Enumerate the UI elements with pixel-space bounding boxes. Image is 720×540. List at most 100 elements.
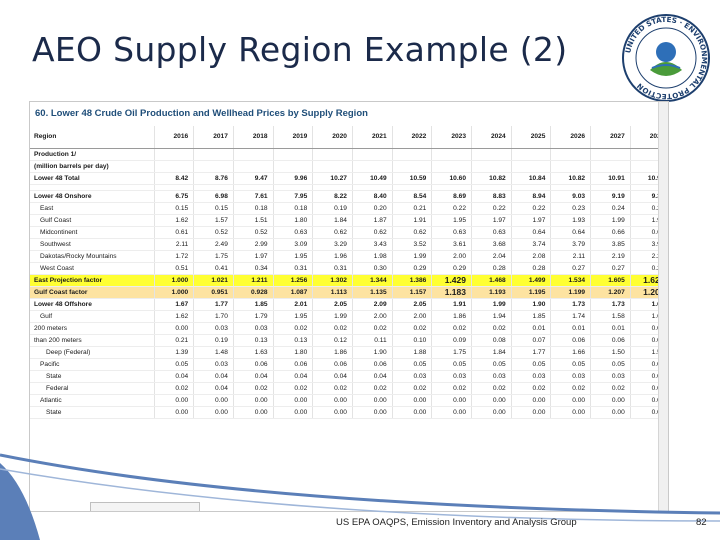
table-cell [590, 148, 631, 161]
table-row: Gulf 1.62 1.70 1.79 1.95 1.99 2.00 2.00 1.86 1.94… [30, 310, 668, 323]
row-label: 200 meters [30, 322, 155, 335]
table-cell: 0.951 [193, 286, 234, 299]
table-cell [630, 184, 668, 191]
column-header-year: 2026 [550, 126, 592, 149]
table-cell: 10.82 [471, 172, 512, 185]
table-cell: 0.04 [193, 382, 234, 395]
table-cell: 0.05 [392, 358, 433, 371]
table-cell: 1.90 [511, 298, 552, 311]
page-number: 82 [696, 517, 707, 528]
table-row: Gulf Coast factor 1.000 0.951 0.928 1.087 1.1… [30, 286, 668, 299]
table-cell: 1.605 [590, 274, 631, 287]
column-header-year: 2018 [233, 126, 274, 149]
table-cell: 0.21 [392, 202, 433, 215]
table-cell: 0.05 [590, 358, 631, 371]
table-cell: 3.09 [273, 238, 314, 251]
table-cell: 0.00 [154, 406, 195, 419]
table-cell: 1.73 [590, 298, 631, 311]
table-cell: 0.00 [431, 406, 472, 419]
table-cell: 0.22 [511, 202, 552, 215]
table-cell [590, 160, 631, 173]
table-cell: 0.06 [550, 334, 592, 347]
table-cell: 0.03 [193, 322, 234, 335]
table-cell: 0.64 [550, 226, 592, 239]
table-cell: 0.31 [273, 262, 314, 275]
row-label: State [30, 406, 155, 419]
table-cell: 0.18 [273, 202, 314, 215]
table-cell: 1.79 [233, 310, 274, 323]
table-cell [193, 148, 234, 161]
table-cell: 0.19 [193, 334, 234, 347]
table-cell: 0.02 [154, 382, 195, 395]
table-cell: 1.88 [392, 346, 433, 359]
table-cell [312, 160, 353, 173]
table-cell [431, 148, 472, 161]
table-cell: 8.83 [471, 190, 512, 203]
table-cell: 1.195 [511, 286, 552, 299]
table-cell: 0.00 [471, 394, 512, 407]
table-cell: 1.84 [471, 346, 512, 359]
table-cell [154, 148, 195, 161]
table-cell: 0.18 [233, 202, 274, 215]
table-cell: 0.00 [392, 406, 433, 419]
table-cell: 1.087 [273, 286, 314, 299]
table-row: Southwest 2.11 2.49 2.99 3.09 3.29 3.43 3.52 3.6… [30, 238, 668, 251]
table-cell: 0.63 [471, 226, 512, 239]
table-cell: 1.90 [352, 346, 393, 359]
footer-text: US EPA OAQPS, Emission Inventory and Ana… [336, 517, 577, 528]
table-cell [550, 160, 592, 173]
table-cell [193, 160, 234, 173]
table-cell: 3.52 [392, 238, 433, 251]
table-cell: 1.99 [590, 214, 631, 227]
table-cell: 8.76 [193, 172, 234, 185]
table-cell [431, 184, 472, 191]
table-cell: 1.000 [154, 274, 195, 287]
row-label: State [30, 370, 155, 383]
table-cell: 1.468 [471, 274, 512, 287]
table-cell: 1.75 [431, 346, 472, 359]
table-cell: 0.02 [233, 382, 274, 395]
column-header-region: Region [30, 126, 155, 149]
column-header-year: 2023 [431, 126, 472, 149]
table-cell: 9.96 [273, 172, 314, 185]
sheet-tab[interactable] [90, 502, 200, 511]
table-cell: 2.04 [471, 250, 512, 263]
table-cell: 2.19 [590, 250, 631, 263]
table-cell: 1.50 [590, 346, 631, 359]
table-cell [312, 148, 353, 161]
table-cell: 0.27 [590, 262, 631, 275]
table-cell: 0.06 [352, 358, 393, 371]
table-cell [511, 184, 552, 191]
table-cell: 10.91 [590, 172, 631, 185]
table-cell: 6.98 [193, 190, 234, 203]
table-cell: 0.00 [392, 394, 433, 407]
table-cell: 0.03 [590, 370, 631, 383]
table-row: State 0.00 0.00 0.00 0.00 0.00 0.00 0.00 0.00 0.0… [30, 406, 668, 419]
row-label: West Coast [30, 262, 155, 275]
table-cell: 0.02 [273, 322, 314, 335]
row-label: Southwest [30, 238, 155, 251]
table-cell: 0.02 [312, 322, 353, 335]
table-cell [233, 148, 274, 161]
table-cell: 0.00 [471, 406, 512, 419]
table-cell: 0.02 [392, 322, 433, 335]
vertical-scrollbar[interactable] [658, 102, 668, 511]
table-cell: 0.05 [431, 358, 472, 371]
row-label: Gulf [30, 310, 155, 323]
table-row: Lower 48 Onshore 6.75 6.98 7.61 7.95 8.22 8.40… [30, 190, 668, 203]
column-header-year: 2025 [511, 126, 552, 149]
table-cell: 0.61 [154, 226, 195, 239]
table-row: Gulf Coast 1.62 1.57 1.51 1.80 1.84 1.87 1.91 1.… [30, 214, 668, 227]
row-label: Pacific [30, 358, 155, 371]
row-label: Atlantic [30, 394, 155, 407]
table-cell: 1.74 [550, 310, 592, 323]
table-cell: 1.99 [392, 250, 433, 263]
table-cell [471, 184, 512, 191]
table-cell: 1.157 [392, 286, 433, 299]
table-cell: 0.00 [431, 394, 472, 407]
table-cell: 8.40 [352, 190, 393, 203]
table-cell: 10.49 [352, 172, 393, 185]
column-header-year: 2022 [392, 126, 433, 149]
table-cell: 9.03 [550, 190, 592, 203]
row-label: Midcontinent [30, 226, 155, 239]
